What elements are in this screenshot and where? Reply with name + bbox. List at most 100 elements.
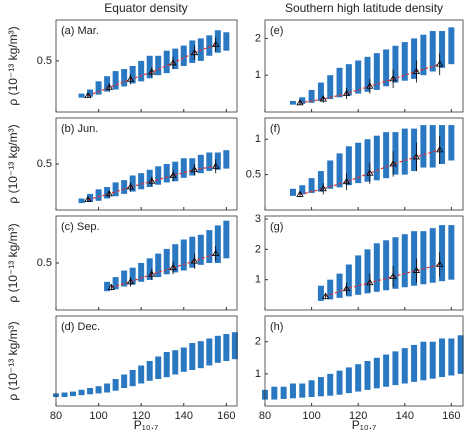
panel [262,335,464,400]
data-streak [172,161,179,182]
data-streak [163,164,170,183]
mean-marker [211,249,220,256]
data-streak [121,69,128,87]
mean-marker [366,278,374,286]
y-tick-label: 1 [255,274,261,286]
mean-marker [412,153,421,160]
data-streak [189,343,196,370]
data-streak [392,132,399,175]
data-streak [327,160,334,189]
data-streak [138,173,145,190]
axes-frame [264,315,464,407]
data-streak [189,158,196,176]
mean-marker [126,278,135,285]
y-tick-label: 2 [255,243,261,255]
data-streak [448,27,455,65]
data-streak [180,239,187,271]
data-streak [271,386,278,400]
data-streak [104,76,111,92]
x-axis-label: P₁₀.₇ [134,418,159,432]
mean-marker [435,260,444,267]
data-streak [411,38,418,79]
panel [53,332,238,397]
data-streak [70,391,77,397]
data-streak [129,370,136,387]
data-streak [401,128,408,175]
mean-marker [321,292,330,299]
data-streak [95,81,102,95]
mean-marker [296,99,304,106]
data-streak [429,125,436,168]
data-streak [392,45,399,83]
data-streak [308,178,315,194]
panel [289,27,455,106]
data-streak [383,240,390,291]
data-streak [457,335,464,374]
mean-marker [296,190,304,197]
data-streak [429,31,436,72]
data-streak [121,270,128,287]
data-streak [401,42,408,81]
data-streak [172,48,179,70]
data-streak [299,185,306,195]
y-tick-label: 0.5 [37,158,52,170]
data-streak [214,30,221,53]
data-streak [112,71,119,90]
data-streak [317,171,324,192]
data-streak [327,75,334,100]
data-streak [231,332,238,360]
mean-marker [169,263,177,271]
data-streak [383,49,390,87]
x-tick-label: 140 [396,410,414,422]
data-streak [420,231,427,285]
data-streak [439,31,446,68]
data-streak [420,341,427,381]
x-axis-label: P₁₀.₇ [352,418,377,432]
data-streak [146,361,153,381]
data-streak [411,128,418,172]
panel [317,225,455,301]
data-streak [289,100,296,105]
data-streak [112,277,119,290]
x-tick-label: 100 [302,410,320,422]
y-tick-label: 0.5 [37,55,52,67]
axes-frame [55,315,238,407]
data-streak [289,188,296,196]
mean-marker [105,83,113,90]
mean-marker [148,68,156,75]
panel-label: (b) Jun. [61,123,98,135]
data-streak [180,45,187,66]
data-streak [129,175,136,192]
data-streak [146,55,153,79]
y-tick-label: 2 [255,32,261,44]
data-streak [87,388,94,395]
data-streak [327,279,334,300]
x-tick-label: 80 [50,410,62,422]
data-streak [448,225,455,280]
data-streak [214,152,221,170]
data-streak [317,377,324,397]
data-streak [163,248,170,275]
panel [78,150,230,204]
data-streak [289,383,296,399]
data-streak [373,53,380,90]
data-streak [112,379,119,391]
mean-marker [190,257,199,264]
data-streak [214,225,221,263]
data-streak [392,351,399,386]
data-streak [155,253,162,278]
mean-marker [105,190,113,197]
data-streak [189,236,196,268]
axes-frame [55,19,238,113]
data-streak [308,380,315,397]
data-streak [383,132,390,179]
data-streak [429,341,436,379]
mean-marker [169,59,177,66]
data-streak [336,273,343,298]
data-streak [355,142,362,184]
data-streak [345,264,352,297]
data-streak [448,338,455,376]
data-streak [355,60,362,94]
y-axis-label: ρ (10⁻¹³ kg/m³) [6,124,20,203]
data-streak [87,193,94,202]
